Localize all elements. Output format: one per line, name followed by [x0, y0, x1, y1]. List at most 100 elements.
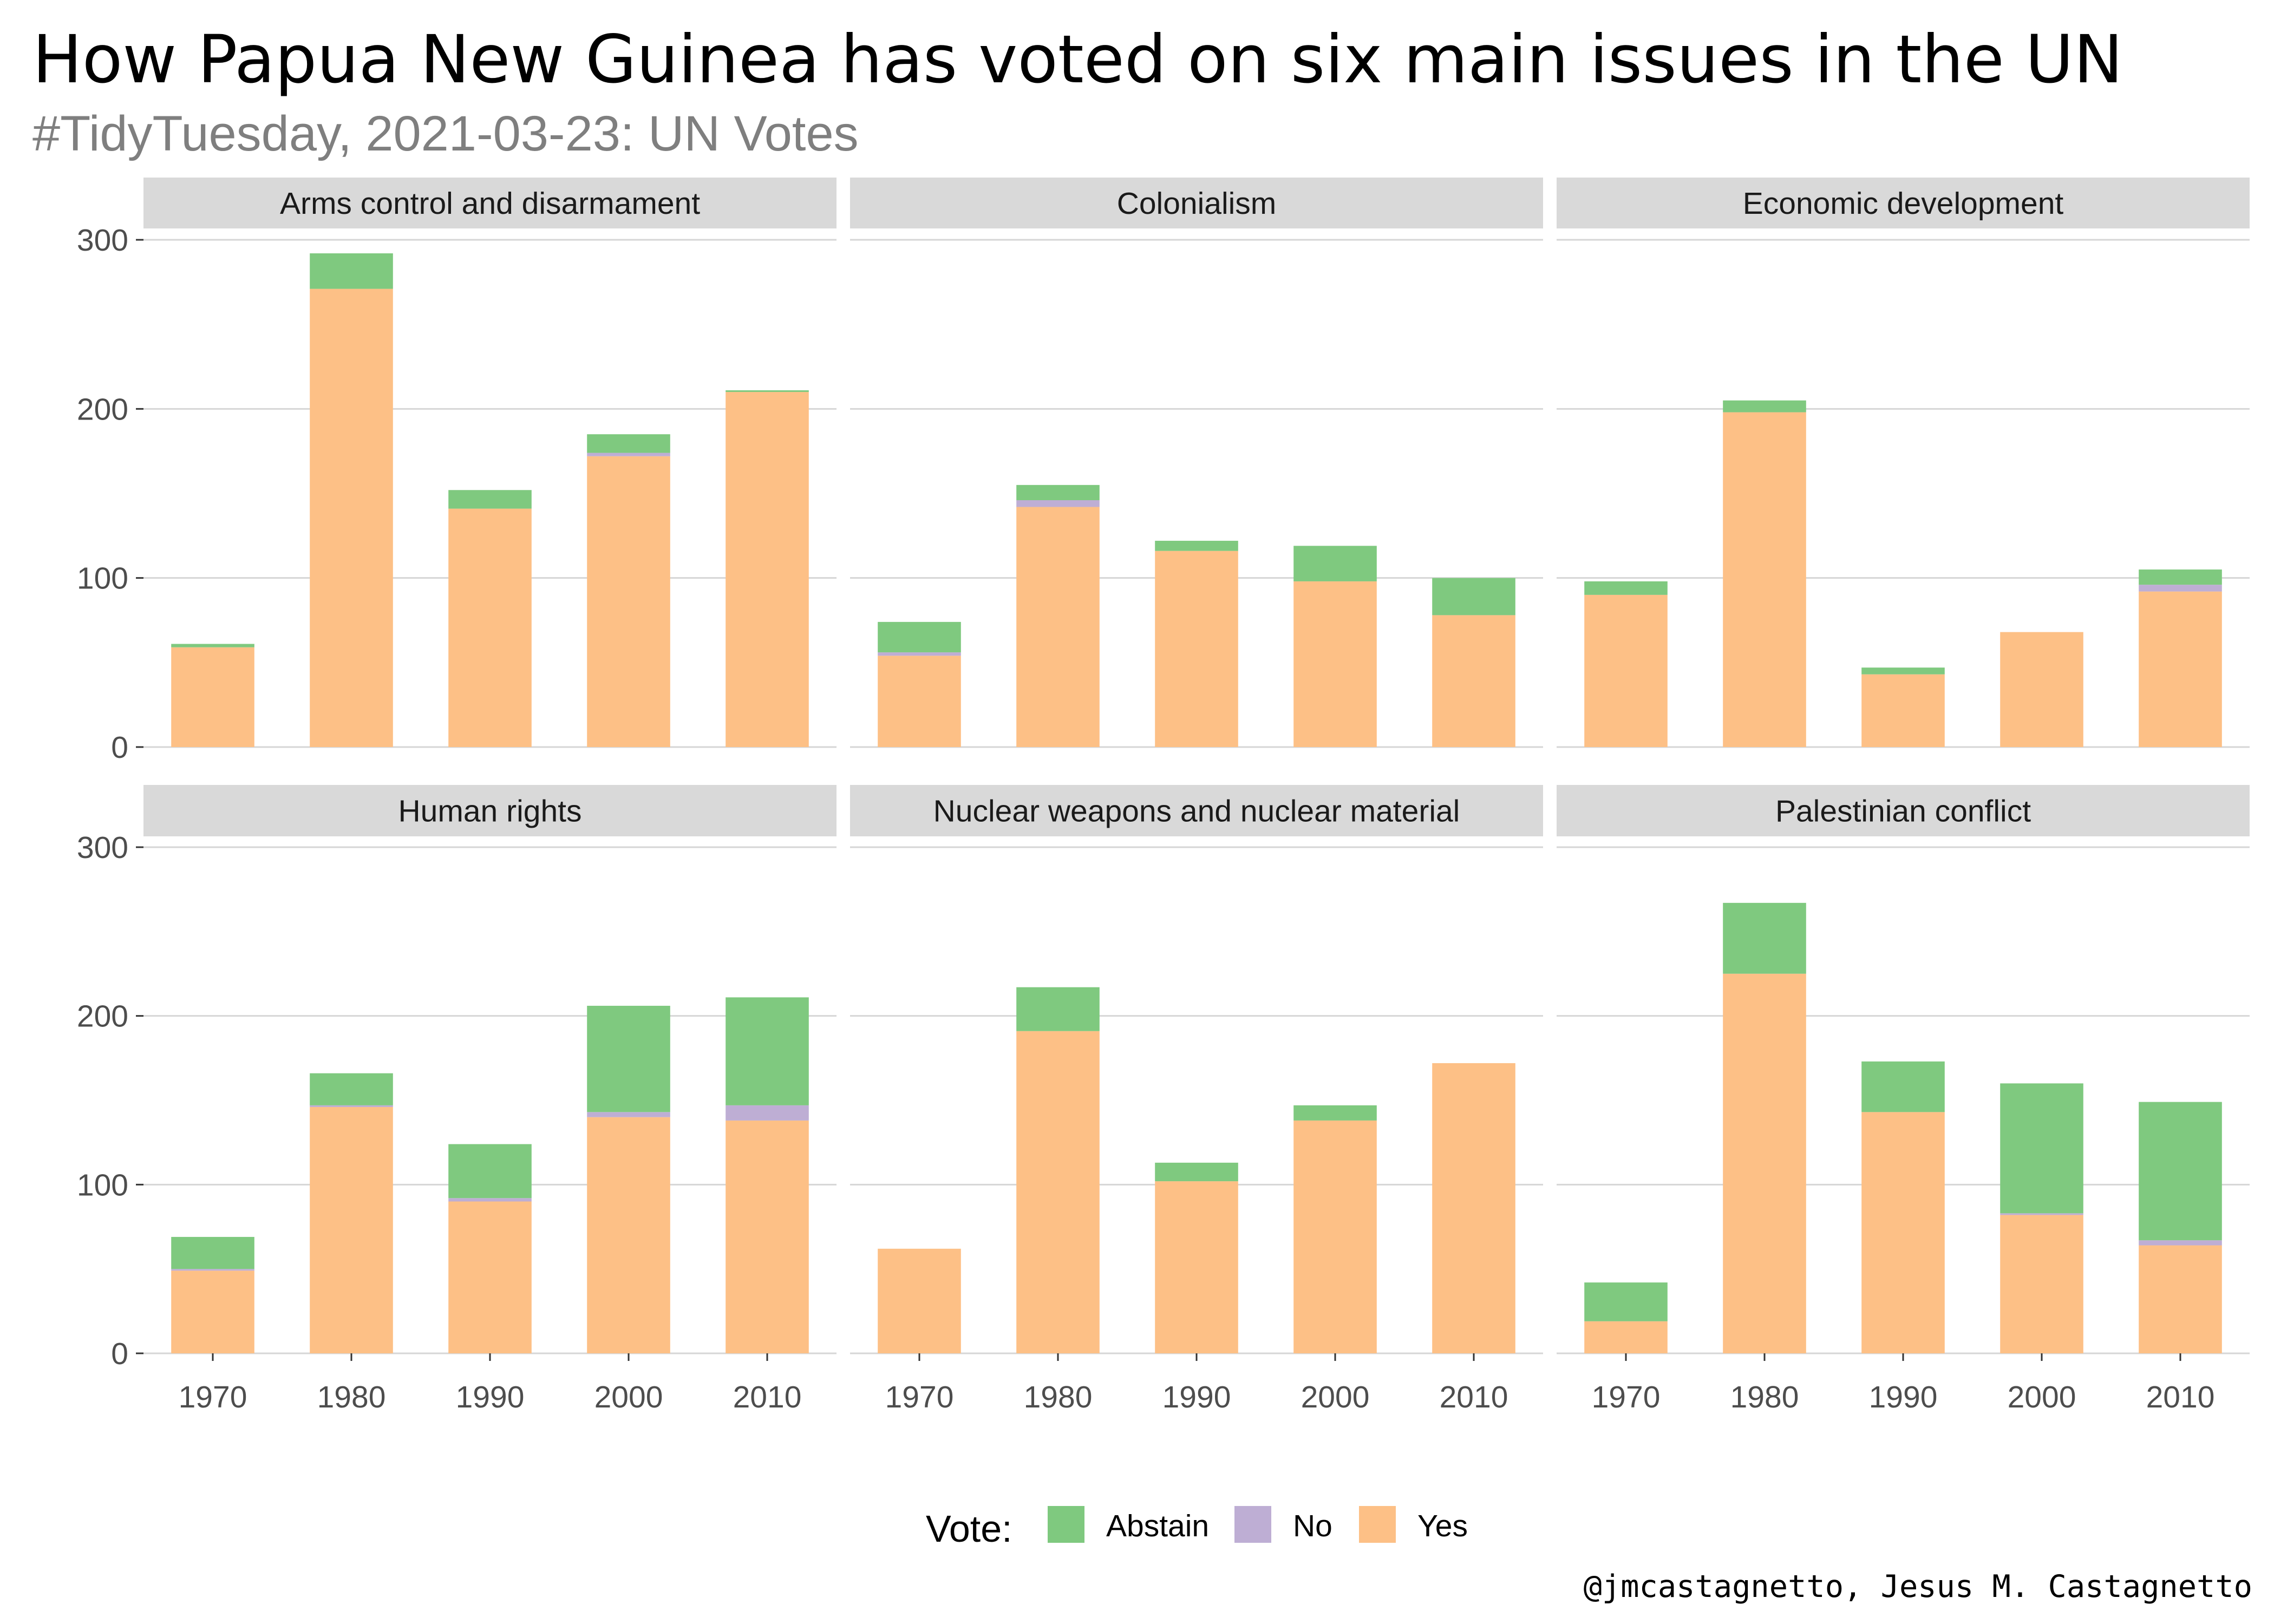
bar-yes-1990: [448, 508, 532, 747]
bar-no-2000: [2000, 1213, 2083, 1215]
facet-strip-label: Colonialism: [1117, 186, 1277, 221]
bar-no-2010: [2139, 585, 2222, 592]
bar-yes-1990: [1155, 1181, 1238, 1353]
bar-yes-2010: [726, 1120, 809, 1353]
bar-no-2010: [2139, 1240, 2222, 1246]
x-tick-label: 1990: [1162, 1380, 1231, 1415]
x-tick-label: 2000: [2008, 1380, 2076, 1415]
bar-abstain-1990: [448, 1144, 532, 1199]
facet-strip: [143, 785, 837, 836]
legend-label-no: No: [1293, 1509, 1332, 1543]
legend-label-yes: Yes: [1417, 1509, 1468, 1543]
y-tick-label: 100: [77, 561, 128, 596]
bar-yes-1980: [1016, 507, 1100, 747]
bar-yes-2010: [1432, 615, 1515, 747]
legend-title: Vote:: [926, 1508, 1012, 1550]
bar-yes-2000: [1293, 581, 1377, 747]
bar-no-2000: [587, 453, 670, 456]
bar-yes-2010: [1432, 1063, 1515, 1353]
bar-yes-2010: [2139, 591, 2222, 747]
bar-abstain-2000: [587, 1005, 670, 1112]
bar-yes-1970: [1584, 594, 1668, 747]
bar-no-2010: [726, 1105, 809, 1121]
bar-abstain-2010: [2139, 569, 2222, 585]
bar-abstain-1970: [878, 621, 961, 653]
bar-abstain-2000: [1293, 546, 1377, 581]
bar-yes-1970: [171, 1271, 254, 1353]
x-tick-label: 1970: [885, 1380, 954, 1415]
bar-no-1980: [310, 1105, 393, 1107]
bar-abstain-1980: [1723, 400, 1806, 412]
bar-yes-1970: [878, 656, 961, 747]
bar-abstain-1990: [448, 490, 532, 509]
legend: Vote: Abstain No Yes: [926, 1506, 1468, 1550]
legend-swatch-abstain: [1048, 1506, 1084, 1543]
bar-yes-2010: [2139, 1245, 2222, 1353]
bar-yes-1990: [448, 1201, 532, 1353]
bar-abstain-1990: [1155, 1162, 1238, 1182]
x-tick-label: 1970: [179, 1380, 247, 1415]
x-tick-label: 2010: [2146, 1380, 2215, 1415]
bar-yes-1980: [310, 289, 393, 747]
bar-yes-1980: [1723, 412, 1806, 747]
y-tick-label: 0: [111, 1337, 128, 1371]
bar-abstain-1970: [1584, 581, 1668, 595]
bar-abstain-2000: [2000, 1083, 2083, 1214]
bar-yes-2000: [587, 1117, 670, 1353]
x-tick-label: 2000: [594, 1380, 663, 1415]
panel-palestinian-conflict: Palestinian conflict 1970 1980 1990 2000 2010: [1557, 785, 2250, 1415]
x-tick-label: 1970: [1592, 1380, 1661, 1415]
y-tick-label: 0: [111, 730, 128, 765]
bar-no-1970: [878, 652, 961, 656]
bar-abstain-1990: [1861, 1061, 1945, 1112]
facet-strip-label: Palestinian conflict: [1775, 794, 2031, 829]
bar-abstain-1970: [171, 644, 254, 647]
panel-nuclear-weapons-and-nuclear-material: Nuclear weapons and nuclear material 1970…: [850, 785, 1543, 1415]
bar-yes-1990: [1155, 551, 1238, 747]
facet-strip-label: Nuclear weapons and nuclear material: [933, 794, 1460, 829]
bar-no-2000: [587, 1112, 670, 1117]
y-tick-label: 200: [77, 392, 128, 427]
bar-yes-1990: [1861, 674, 1945, 747]
bar-abstain-2010: [2139, 1102, 2222, 1241]
x-tick-label: 1980: [1024, 1380, 1093, 1415]
panel-human-rights: Human rights 0 100 200 300 1970 1980 1990 2000 20…: [77, 785, 837, 1415]
bar-no-1970: [171, 1269, 254, 1271]
chart-caption: @jmcastagnetto, Jesus M. Castagnetto: [1584, 1569, 2252, 1605]
facet-strip: [850, 178, 1543, 228]
x-tick-label: 1990: [1869, 1380, 1938, 1415]
bar-abstain-1980: [1723, 902, 1806, 974]
bar-yes-1980: [310, 1106, 393, 1353]
bar-abstain-1980: [1016, 987, 1100, 1031]
bar-no-1980: [1016, 500, 1100, 507]
panel-colonialism: Colonialism: [850, 178, 1543, 748]
bar-yes-1970: [878, 1248, 961, 1353]
bar-abstain-1980: [310, 1073, 393, 1105]
bar-yes-1980: [1723, 973, 1806, 1353]
panel-economic-development: Economic development: [1557, 178, 2250, 748]
facet-strip-label: Human rights: [398, 794, 582, 829]
bar-abstain-2010: [726, 997, 809, 1105]
bar-abstain-2000: [1293, 1105, 1377, 1121]
bar-yes-2000: [2000, 632, 2083, 747]
bar-yes-2000: [1293, 1120, 1377, 1353]
bar-yes-1990: [1861, 1112, 1945, 1353]
bar-abstain-1970: [171, 1236, 254, 1269]
y-tick-label: 200: [77, 999, 128, 1034]
bar-abstain-2010: [726, 390, 809, 392]
x-tick-label: 2010: [1440, 1380, 1508, 1415]
bar-yes-1970: [1584, 1321, 1668, 1353]
legend-swatch-no: [1234, 1506, 1271, 1543]
y-tick-label: 100: [77, 1168, 128, 1202]
facet-strip: [850, 785, 1543, 836]
facet-strip-label: Arms control and disarmament: [280, 186, 700, 221]
y-tick-label: 300: [77, 223, 128, 258]
chart-subtitle: #TidyTuesday, 2021-03-23: UN Votes: [32, 106, 859, 161]
bar-abstain-2000: [587, 434, 670, 453]
facet-strip: [1557, 785, 2250, 836]
bar-abstain-1990: [1861, 667, 1945, 675]
facet-strip-label: Economic development: [1743, 186, 2064, 221]
facet-panels: Arms control and disarmament 0 100 200 300 Co…: [77, 178, 2250, 1415]
legend-swatch-yes: [1359, 1506, 1396, 1543]
